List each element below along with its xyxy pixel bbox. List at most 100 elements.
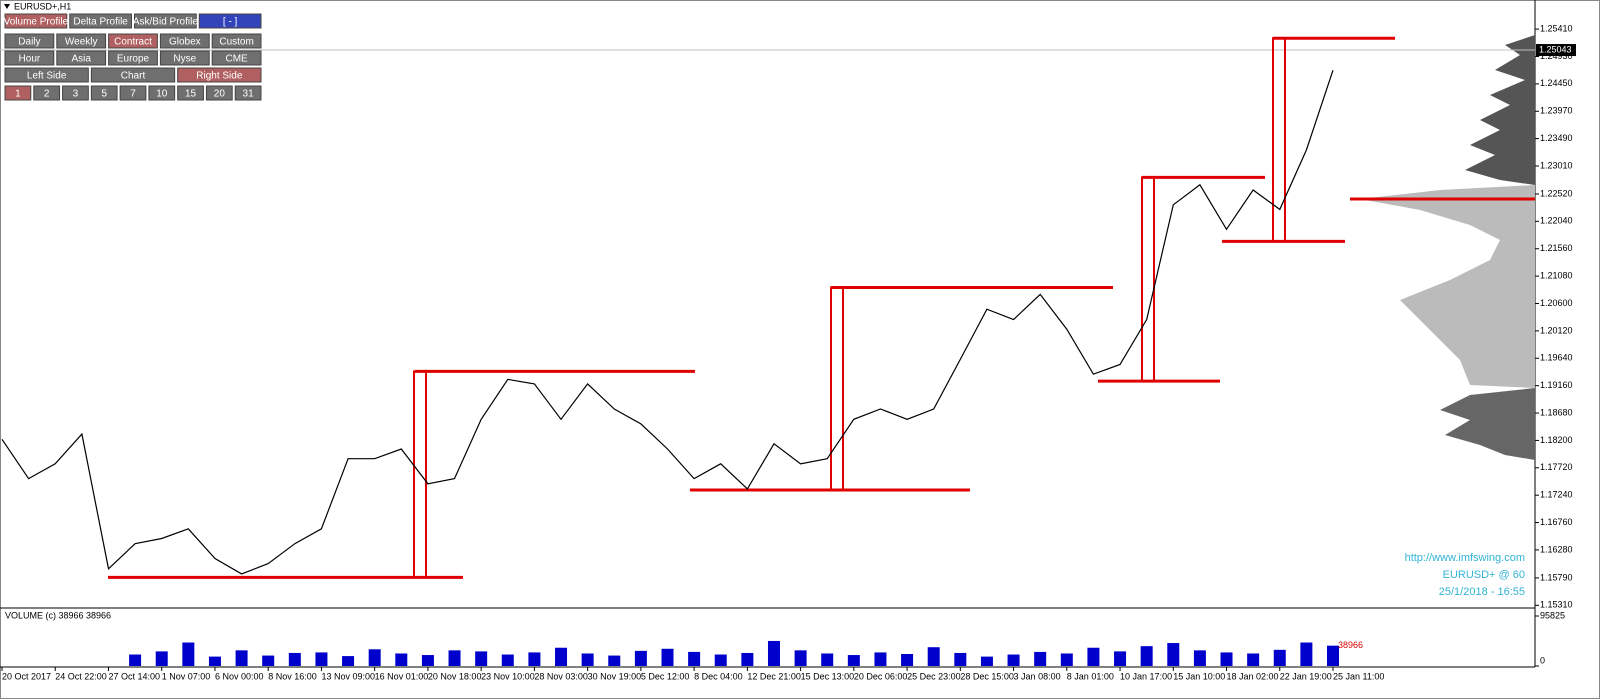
- toolbar-button[interactable]: [148, 85, 176, 101]
- toolbar-button-label[interactable]: 5: [101, 89, 107, 100]
- toolbar-button-label[interactable]: 3: [73, 89, 79, 100]
- volume-bar: [129, 654, 142, 666]
- toolbar-button[interactable]: [90, 85, 118, 101]
- volume-bar: [661, 648, 674, 666]
- toolbar-button-label[interactable]: CME: [225, 54, 248, 65]
- volume-bar: [1060, 653, 1073, 666]
- toolbar-button[interactable]: [234, 85, 262, 101]
- toolbar-button-label[interactable]: Contract: [114, 37, 152, 48]
- volume-bar: [421, 655, 434, 666]
- volume-profile-middle: [1360, 185, 1535, 388]
- volume-bar: [688, 651, 701, 666]
- volume-bar: [581, 653, 594, 666]
- toolbar-button[interactable]: [69, 13, 132, 29]
- y-tick-label: 1.16760: [1540, 517, 1573, 527]
- menu-arrow[interactable]: [4, 4, 10, 9]
- toolbar-button[interactable]: [177, 67, 262, 83]
- toolbar-button[interactable]: [205, 85, 233, 101]
- x-tick-label: 24 Oct 22:00: [55, 671, 107, 681]
- toolbar-button-label[interactable]: 2: [44, 89, 50, 100]
- toolbar-button[interactable]: [108, 33, 158, 49]
- toolbar-button-label[interactable]: Left Side: [27, 71, 67, 82]
- toolbar-button-label[interactable]: Europe: [117, 54, 150, 65]
- toolbar-button-label[interactable]: Asia: [71, 54, 91, 65]
- volume-bar: [821, 653, 834, 666]
- toolbar-button[interactable]: [4, 13, 68, 29]
- volume-bar: [182, 642, 195, 666]
- toolbar-button[interactable]: [211, 50, 262, 66]
- volume-bar: [448, 650, 461, 666]
- toolbar-button[interactable]: [33, 85, 61, 101]
- y-tick-label: 1.19160: [1540, 380, 1573, 390]
- y-tick-label: 1.24450: [1540, 78, 1573, 88]
- toolbar-button[interactable]: [108, 50, 158, 66]
- toolbar-button[interactable]: [211, 33, 262, 49]
- toolbar-button-label[interactable]: Daily: [18, 37, 40, 48]
- toolbar-button-label[interactable]: 10: [156, 89, 168, 100]
- volume-bar: [980, 656, 993, 666]
- toolbar-button-label[interactable]: Volume Profile: [4, 17, 69, 28]
- volume-bar: [315, 652, 328, 666]
- volume-value-label: 38966: [1338, 640, 1363, 650]
- toolbar-button[interactable]: [4, 67, 89, 83]
- volume-bar: [555, 647, 568, 666]
- toolbar-button[interactable]: [134, 13, 197, 29]
- toolbar-button[interactable]: [4, 50, 55, 66]
- toolbar-button-label[interactable]: 20: [214, 89, 226, 100]
- volume-profile-upper: [1465, 35, 1535, 185]
- toolbar-button-label[interactable]: Delta Profile: [73, 17, 128, 28]
- y-tick-label: 1.18200: [1540, 435, 1573, 445]
- x-tick-label: 8 Dec 04:00: [694, 671, 743, 681]
- toolbar-button-label[interactable]: Globex: [169, 37, 201, 48]
- toolbar-button[interactable]: [90, 67, 176, 83]
- y-tick-label: 1.17240: [1540, 490, 1573, 500]
- current-price-label: 1.25043: [1539, 44, 1572, 54]
- toolbar-button-label[interactable]: Chart: [121, 71, 146, 82]
- toolbar-button[interactable]: [62, 85, 89, 101]
- toolbar-button-label[interactable]: 15: [185, 89, 197, 100]
- toolbar-button-label[interactable]: Hour: [19, 54, 41, 65]
- x-tick-label: 12 Dec 21:00: [747, 671, 801, 681]
- toolbar-button-label[interactable]: Nyse: [173, 54, 196, 65]
- toolbar-button-label[interactable]: Ask/Bid Profile: [133, 17, 198, 28]
- toolbar-button-label[interactable]: Weekly: [65, 37, 98, 48]
- volume-bar: [874, 652, 887, 666]
- watermark-date: 25/1/2018 - 16:55: [1439, 586, 1525, 598]
- volume-bar: [1193, 650, 1206, 666]
- y-tick-label: 1.20120: [1540, 325, 1573, 335]
- toolbar-button-label[interactable]: Custom: [219, 37, 253, 48]
- toolbar-button[interactable]: [159, 33, 210, 49]
- toolbar-button[interactable]: [56, 33, 107, 49]
- toolbar-button[interactable]: [119, 85, 147, 101]
- volume-bar: [262, 655, 275, 666]
- volume-bar: [475, 651, 488, 666]
- volume-bar: [794, 650, 807, 666]
- toolbar-button[interactable]: [4, 85, 32, 101]
- x-tick-label: 8 Jan 01:00: [1067, 671, 1114, 681]
- toolbar-button[interactable]: [198, 13, 262, 29]
- toolbar-button-label[interactable]: [ - ]: [223, 17, 238, 28]
- y-tick-label: 1.20600: [1540, 298, 1573, 308]
- toolbar-button[interactable]: [56, 50, 107, 66]
- volume-bar: [1273, 649, 1286, 666]
- x-tick-label: 10 Jan 17:00: [1120, 671, 1172, 681]
- toolbar-button-label[interactable]: 31: [243, 89, 255, 100]
- toolbar-button-label[interactable]: 7: [130, 89, 136, 100]
- x-tick-label: 15 Jan 10:00: [1173, 671, 1225, 681]
- toolbar-button[interactable]: [177, 85, 204, 101]
- y-tick-label: 1.18680: [1540, 407, 1573, 417]
- volume-bar: [1247, 653, 1260, 666]
- current-price-box: [1536, 44, 1576, 57]
- x-tick-label: 30 Nov 19:00: [588, 671, 642, 681]
- toolbar-button-label[interactable]: Right Side: [196, 71, 243, 82]
- x-tick-label: 18 Jan 02:00: [1227, 671, 1279, 681]
- y-tick-label: 1.15790: [1540, 572, 1573, 582]
- x-tick-label: 25 Jan 11:00: [1333, 671, 1384, 681]
- toolbar-button-label[interactable]: 1: [15, 89, 21, 100]
- y-tick-label: 1.23010: [1540, 160, 1573, 170]
- toolbar-button[interactable]: [159, 50, 210, 66]
- x-tick-label: 25 Dec 23:00: [907, 671, 961, 681]
- y-tick-label: 1.19640: [1540, 353, 1573, 363]
- toolbar-button[interactable]: [4, 33, 55, 49]
